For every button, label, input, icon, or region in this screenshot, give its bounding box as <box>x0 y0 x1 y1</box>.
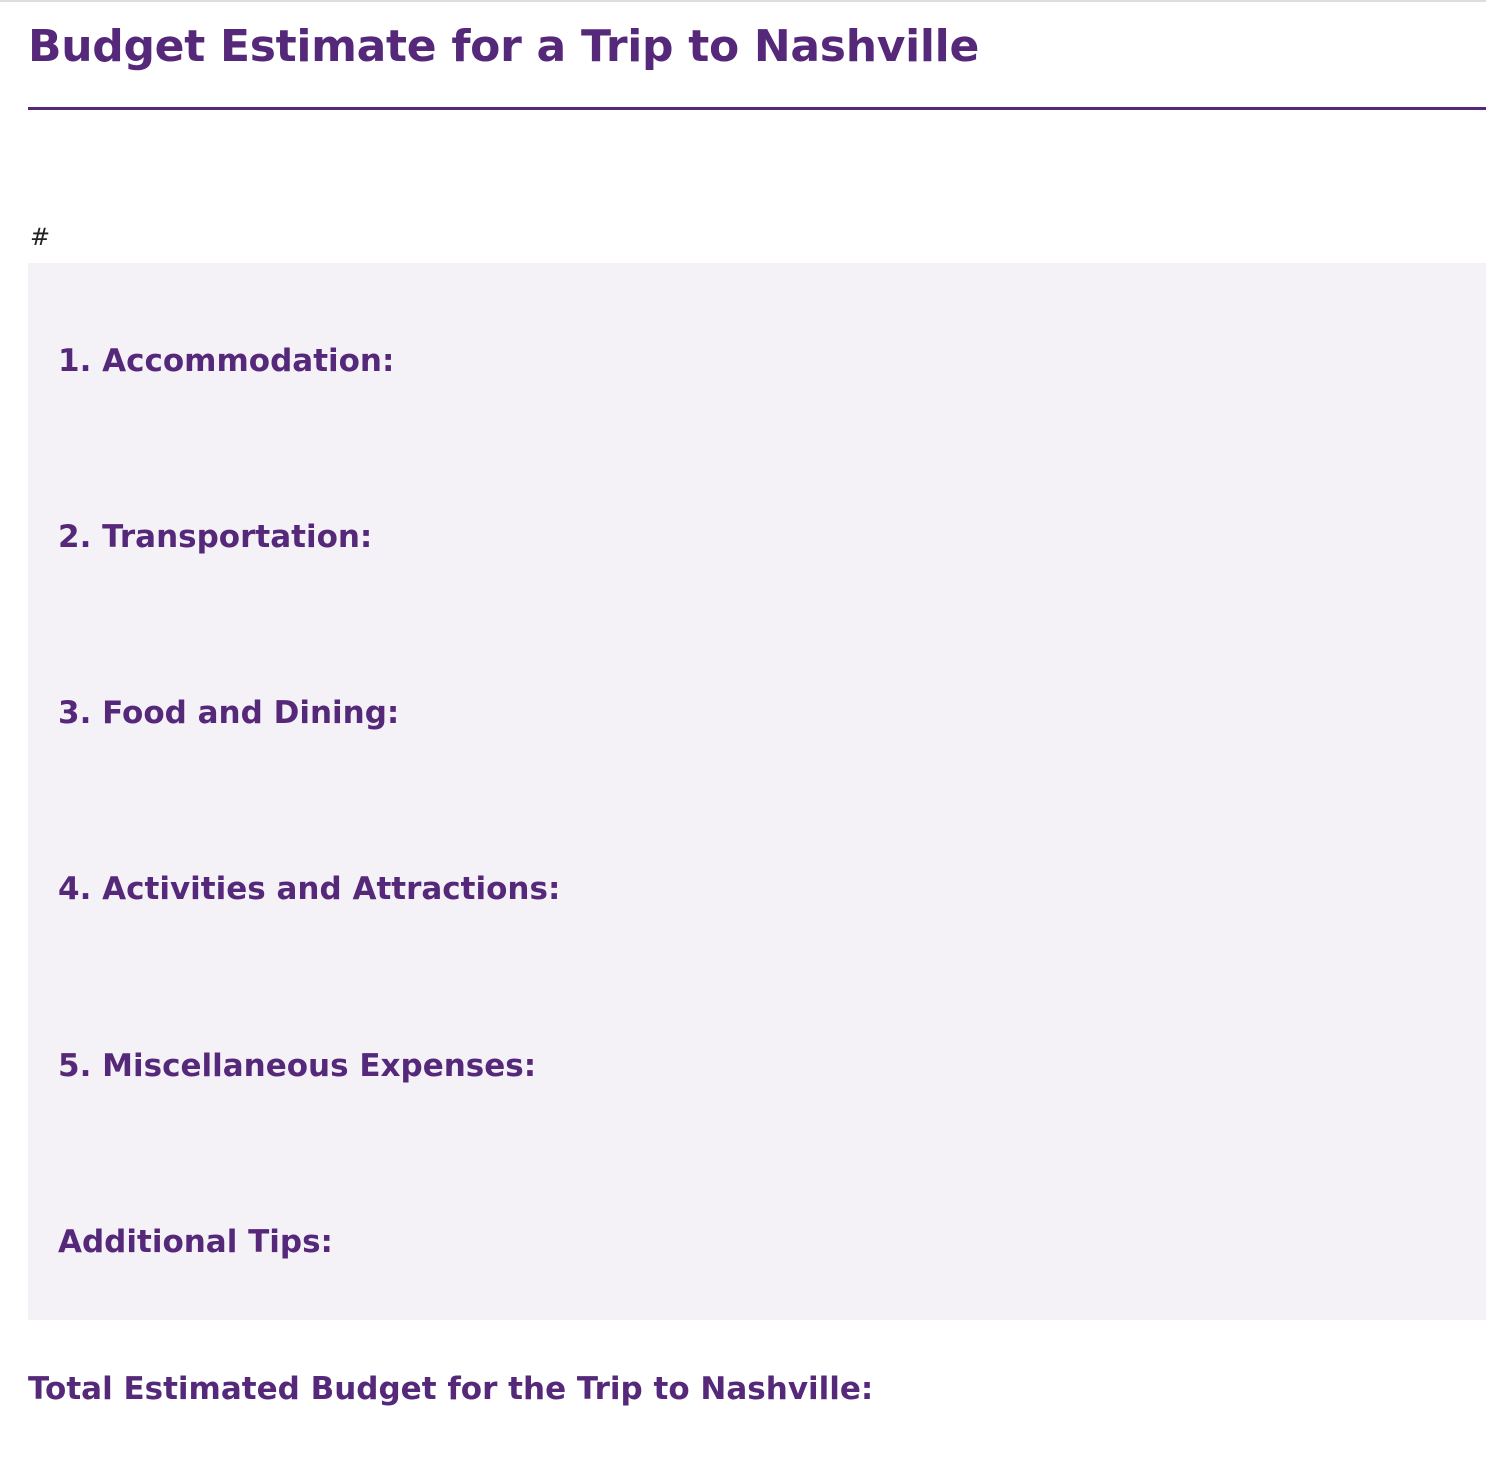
budget-sections-panel: 1. Accommodation: 2. Transportation: 3. … <box>28 263 1486 1320</box>
section-heading-accommodation: 1. Accommodation: <box>58 343 395 379</box>
total-budget-heading: Total Estimated Budget for the Trip to N… <box>28 1371 874 1407</box>
section-heading-miscellaneous: 5. Miscellaneous Expenses: <box>58 1048 537 1084</box>
top-border <box>0 0 1486 2</box>
section-heading-transportation: 2. Transportation: <box>58 519 373 555</box>
section-heading-activities: 4. Activities and Attractions: <box>58 871 561 907</box>
page-title: Budget Estimate for a Trip to Nashville <box>28 21 979 72</box>
title-divider <box>28 107 1486 110</box>
section-heading-additional-tips: Additional Tips: <box>58 1224 333 1260</box>
section-heading-food-dining: 3. Food and Dining: <box>58 695 400 731</box>
stray-hash-text: # <box>30 223 51 251</box>
